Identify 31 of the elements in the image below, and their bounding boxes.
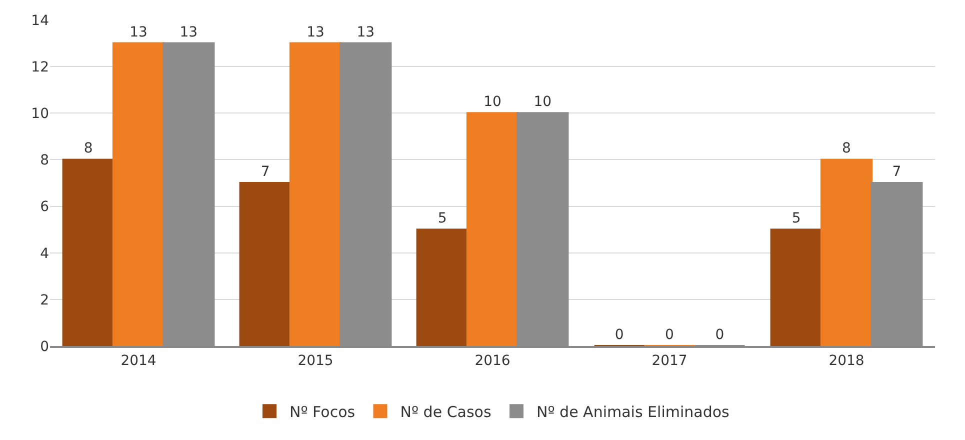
- data-label: 7: [892, 164, 902, 180]
- data-label: 0: [665, 327, 674, 343]
- y-tick-label: 8: [40, 152, 49, 169]
- y-tick-label: 2: [40, 292, 49, 308]
- legend-label: Nº de Casos: [400, 403, 492, 421]
- data-label: 5: [792, 210, 801, 227]
- x-tick-label: 2016: [474, 352, 510, 369]
- data-label: 0: [715, 327, 724, 343]
- y-tick-label: 0: [40, 338, 49, 355]
- x-tick-label: 2018: [828, 352, 864, 369]
- data-label: 10: [484, 94, 502, 110]
- x-tick-label: 2017: [652, 352, 688, 369]
- y-tick-label: 12: [31, 59, 49, 76]
- y-tick-label: 10: [31, 106, 49, 122]
- data-label: 10: [534, 94, 552, 110]
- y-tick-label: 6: [40, 199, 50, 216]
- data-label: 5: [438, 210, 447, 227]
- data-label: 13: [180, 24, 198, 40]
- data-label: 8: [84, 140, 93, 157]
- legend-label: Nº Focos: [290, 403, 356, 421]
- data-label: 0: [614, 327, 624, 343]
- x-tick-label: 2015: [298, 352, 334, 369]
- x-tick-label: 2014: [120, 352, 156, 369]
- y-tick-label: 14: [31, 12, 50, 29]
- data-label: 13: [130, 24, 148, 40]
- legend-label: Nº de Animais Eliminados: [536, 403, 730, 421]
- data-label: 8: [842, 140, 851, 157]
- data-label: 13: [356, 24, 375, 40]
- data-label: 7: [260, 164, 270, 180]
- data-label: 13: [306, 24, 324, 40]
- y-tick-label: 4: [40, 246, 50, 262]
